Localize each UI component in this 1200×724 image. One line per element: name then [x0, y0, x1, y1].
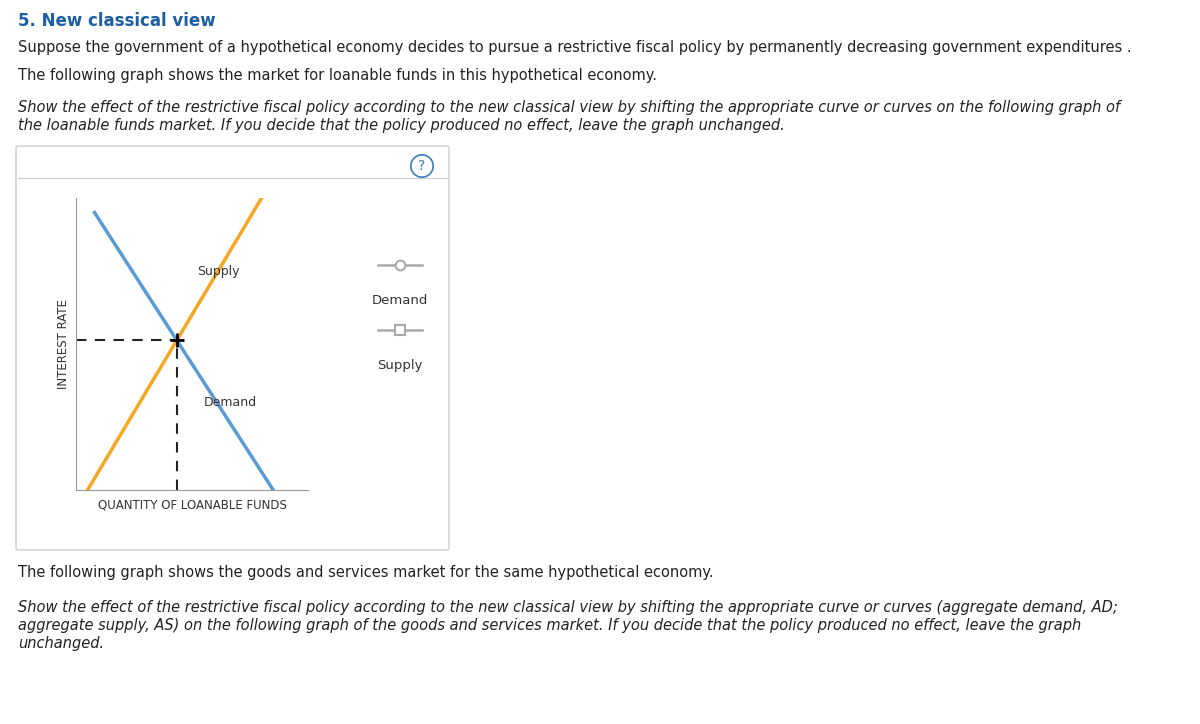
Text: Suppose the government of a hypothetical economy decides to pursue a restrictive: Suppose the government of a hypothetical…	[18, 40, 1132, 55]
Text: aggregate supply, AS) on the following graph of the goods and services market. I: aggregate supply, AS) on the following g…	[18, 618, 1081, 633]
Text: The following graph shows the goods and services market for the same hypothetica: The following graph shows the goods and …	[18, 565, 714, 580]
Text: Supply: Supply	[197, 264, 239, 277]
Text: Show the effect of the restrictive fiscal policy according to the new classical : Show the effect of the restrictive fisca…	[18, 600, 1117, 615]
Text: 5. New classical view: 5. New classical view	[18, 12, 216, 30]
Y-axis label: INTEREST RATE: INTEREST RATE	[58, 299, 71, 389]
Text: the loanable funds market. If you decide that the policy produced no effect, lea: the loanable funds market. If you decide…	[18, 118, 785, 133]
X-axis label: QUANTITY OF LOANABLE FUNDS: QUANTITY OF LOANABLE FUNDS	[97, 498, 287, 511]
Text: unchanged.: unchanged.	[18, 636, 104, 651]
FancyBboxPatch shape	[16, 146, 449, 550]
Text: Demand: Demand	[372, 294, 428, 307]
Text: Show the effect of the restrictive fiscal policy according to the new classical : Show the effect of the restrictive fisca…	[18, 100, 1120, 115]
Text: ?: ?	[419, 159, 426, 173]
Text: Supply: Supply	[377, 359, 422, 372]
Text: The following graph shows the market for loanable funds in this hypothetical eco: The following graph shows the market for…	[18, 68, 658, 83]
Text: Demand: Demand	[204, 396, 257, 409]
